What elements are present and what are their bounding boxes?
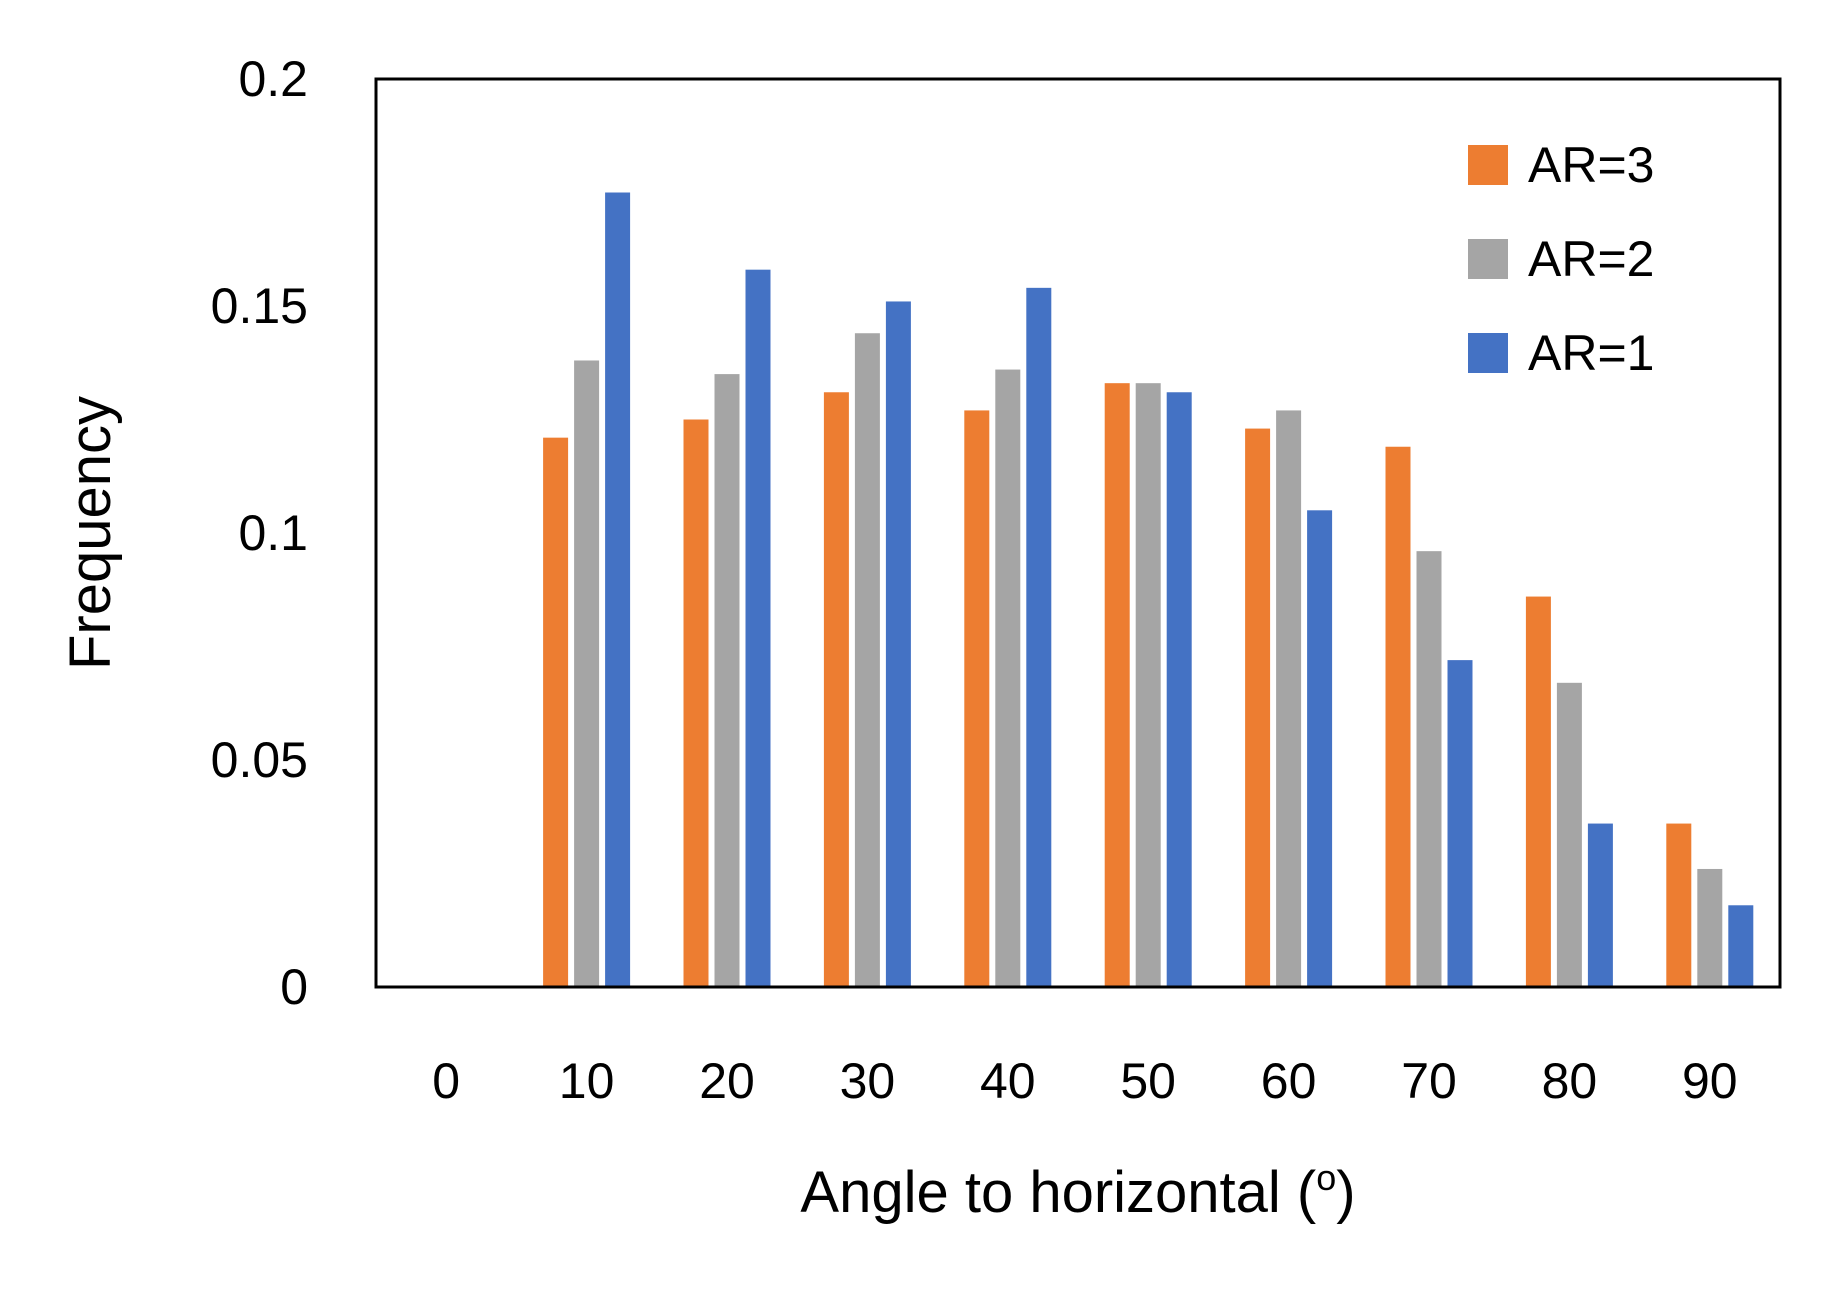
y-tick-label: 0.1 xyxy=(238,505,308,561)
bar-ar3-80 xyxy=(1525,596,1551,987)
bar-ar3-90 xyxy=(1666,823,1692,987)
bar-ar2-10 xyxy=(574,360,600,988)
bar-ar2-30 xyxy=(854,333,880,987)
x-tick-label: 10 xyxy=(559,1053,615,1109)
x-tick-label: 20 xyxy=(699,1053,755,1109)
bars-group xyxy=(543,192,1754,988)
bar-ar3-30 xyxy=(823,392,849,987)
legend-label: AR=2 xyxy=(1528,231,1654,287)
x-axis-title-suffix: ) xyxy=(1336,1160,1355,1225)
legend-label: AR=1 xyxy=(1528,325,1654,381)
bar-ar3-20 xyxy=(683,419,709,987)
y-axis-ticks: 0 0.05 0.1 0.15 0.2 xyxy=(211,51,308,1015)
bar-ar3-10 xyxy=(543,437,569,987)
legend-swatch xyxy=(1468,333,1508,373)
bar-ar1-70 xyxy=(1447,660,1473,987)
bar-ar2-50 xyxy=(1135,383,1161,987)
legend-label: AR=3 xyxy=(1528,137,1654,193)
bar-ar3-60 xyxy=(1245,428,1271,988)
x-tick-label: 80 xyxy=(1542,1053,1598,1109)
bar-ar1-80 xyxy=(1587,823,1613,987)
legend-swatch xyxy=(1468,145,1508,185)
x-axis-title-superscript: o xyxy=(1316,1157,1336,1198)
bar-ar1-90 xyxy=(1728,905,1754,987)
x-tick-label: 40 xyxy=(980,1053,1036,1109)
x-axis-title: Angle to horizontal (o) xyxy=(800,1157,1355,1225)
y-tick-label: 0.15 xyxy=(211,278,308,334)
bar-ar1-60 xyxy=(1307,510,1333,987)
bar-ar2-70 xyxy=(1416,551,1442,987)
bar-ar1-10 xyxy=(605,192,631,987)
x-tick-label: 50 xyxy=(1120,1053,1176,1109)
bar-ar1-40 xyxy=(1026,287,1052,988)
bar-ar2-90 xyxy=(1697,868,1723,987)
y-axis-title: Frequency xyxy=(58,396,123,670)
bar-ar2-60 xyxy=(1276,410,1302,987)
y-tick-label: 0 xyxy=(280,959,308,1015)
x-axis-title-main: Angle to horizontal ( xyxy=(800,1160,1316,1225)
bar-ar2-20 xyxy=(714,374,740,988)
x-tick-label: 30 xyxy=(840,1053,896,1109)
plot-area-frame xyxy=(374,77,1782,989)
y-tick-label: 0.05 xyxy=(211,732,308,788)
x-tick-label: 60 xyxy=(1261,1053,1317,1109)
bar-ar3-40 xyxy=(964,410,990,987)
x-axis-ticks: 0 10 20 30 40 50 60 70 80 90 xyxy=(432,1053,1737,1109)
x-tick-label: 70 xyxy=(1401,1053,1457,1109)
x-tick-label: 90 xyxy=(1682,1053,1738,1109)
bar-ar1-30 xyxy=(885,301,911,988)
legend: AR=3 AR=2 AR=1 xyxy=(1468,137,1654,381)
bar-ar1-20 xyxy=(745,269,771,987)
x-tick-label: 0 xyxy=(432,1053,460,1109)
bar-ar2-80 xyxy=(1556,682,1582,987)
y-tick-label: 0.2 xyxy=(238,51,308,107)
legend-swatch xyxy=(1468,239,1508,279)
bar-ar2-40 xyxy=(995,369,1021,987)
bar-ar3-50 xyxy=(1104,383,1130,987)
bar-ar1-50 xyxy=(1166,392,1192,987)
bar-ar3-70 xyxy=(1385,446,1411,987)
